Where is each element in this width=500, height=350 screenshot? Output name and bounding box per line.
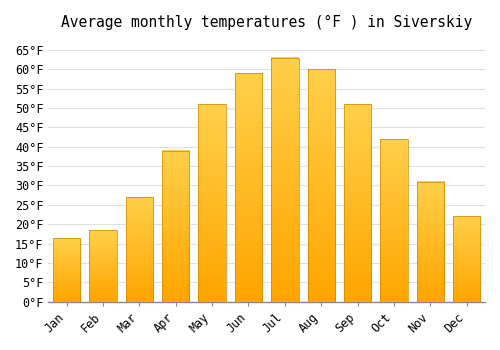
Bar bbox=[308, 69, 335, 302]
Bar bbox=[126, 197, 153, 302]
Bar bbox=[235, 73, 262, 302]
Title: Average monthly temperatures (°F ) in Siverskiy: Average monthly temperatures (°F ) in Si… bbox=[61, 15, 472, 30]
Bar bbox=[90, 230, 117, 302]
Bar bbox=[417, 182, 444, 302]
Bar bbox=[162, 150, 190, 302]
Bar bbox=[380, 139, 407, 302]
Bar bbox=[53, 238, 80, 302]
Bar bbox=[453, 216, 480, 302]
Bar bbox=[198, 104, 226, 302]
Bar bbox=[271, 57, 298, 302]
Bar bbox=[344, 104, 372, 302]
